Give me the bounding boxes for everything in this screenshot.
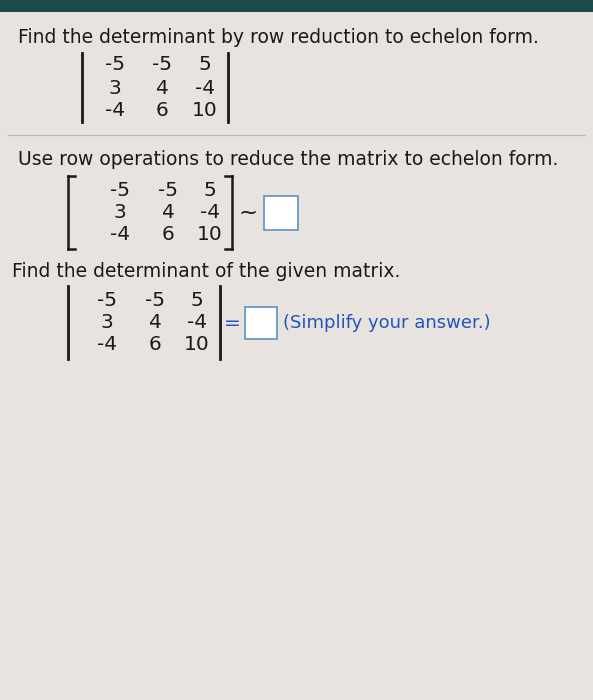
Text: (Simplify your answer.): (Simplify your answer.) xyxy=(283,314,490,332)
Text: -4: -4 xyxy=(200,204,220,223)
Text: 3: 3 xyxy=(114,204,126,223)
Text: -5: -5 xyxy=(110,181,130,199)
Text: -5: -5 xyxy=(105,55,125,74)
Text: -4: -4 xyxy=(105,101,125,120)
Text: 3: 3 xyxy=(101,314,113,332)
Text: Use row operations to reduce the matrix to echelon form.: Use row operations to reduce the matrix … xyxy=(18,150,559,169)
Text: -4: -4 xyxy=(97,335,117,354)
Text: 10: 10 xyxy=(184,335,210,354)
Text: 10: 10 xyxy=(192,101,218,120)
Bar xyxy=(0,0,593,12)
Text: -5: -5 xyxy=(158,181,178,199)
Text: =: = xyxy=(224,314,240,332)
Text: 6: 6 xyxy=(162,225,174,244)
Bar xyxy=(264,196,298,230)
Text: -5: -5 xyxy=(152,55,172,74)
Text: -4: -4 xyxy=(195,78,215,97)
Text: Find the determinant of the given matrix.: Find the determinant of the given matrix… xyxy=(12,262,400,281)
Text: 3: 3 xyxy=(109,78,122,97)
Text: 6: 6 xyxy=(149,335,161,354)
Text: 6: 6 xyxy=(155,101,168,120)
Text: 4: 4 xyxy=(149,314,161,332)
Text: -4: -4 xyxy=(187,314,207,332)
Text: -4: -4 xyxy=(110,225,130,244)
Text: 4: 4 xyxy=(155,78,168,97)
Text: ~: ~ xyxy=(238,202,257,225)
Bar xyxy=(245,307,277,339)
Text: 4: 4 xyxy=(161,204,174,223)
Text: -5: -5 xyxy=(97,290,117,309)
Text: 5: 5 xyxy=(203,181,216,199)
Text: 5: 5 xyxy=(190,290,203,309)
Text: -5: -5 xyxy=(145,290,165,309)
Text: 10: 10 xyxy=(197,225,223,244)
Text: Find the determinant by row reduction to echelon form.: Find the determinant by row reduction to… xyxy=(18,28,539,47)
Text: 5: 5 xyxy=(199,55,211,74)
